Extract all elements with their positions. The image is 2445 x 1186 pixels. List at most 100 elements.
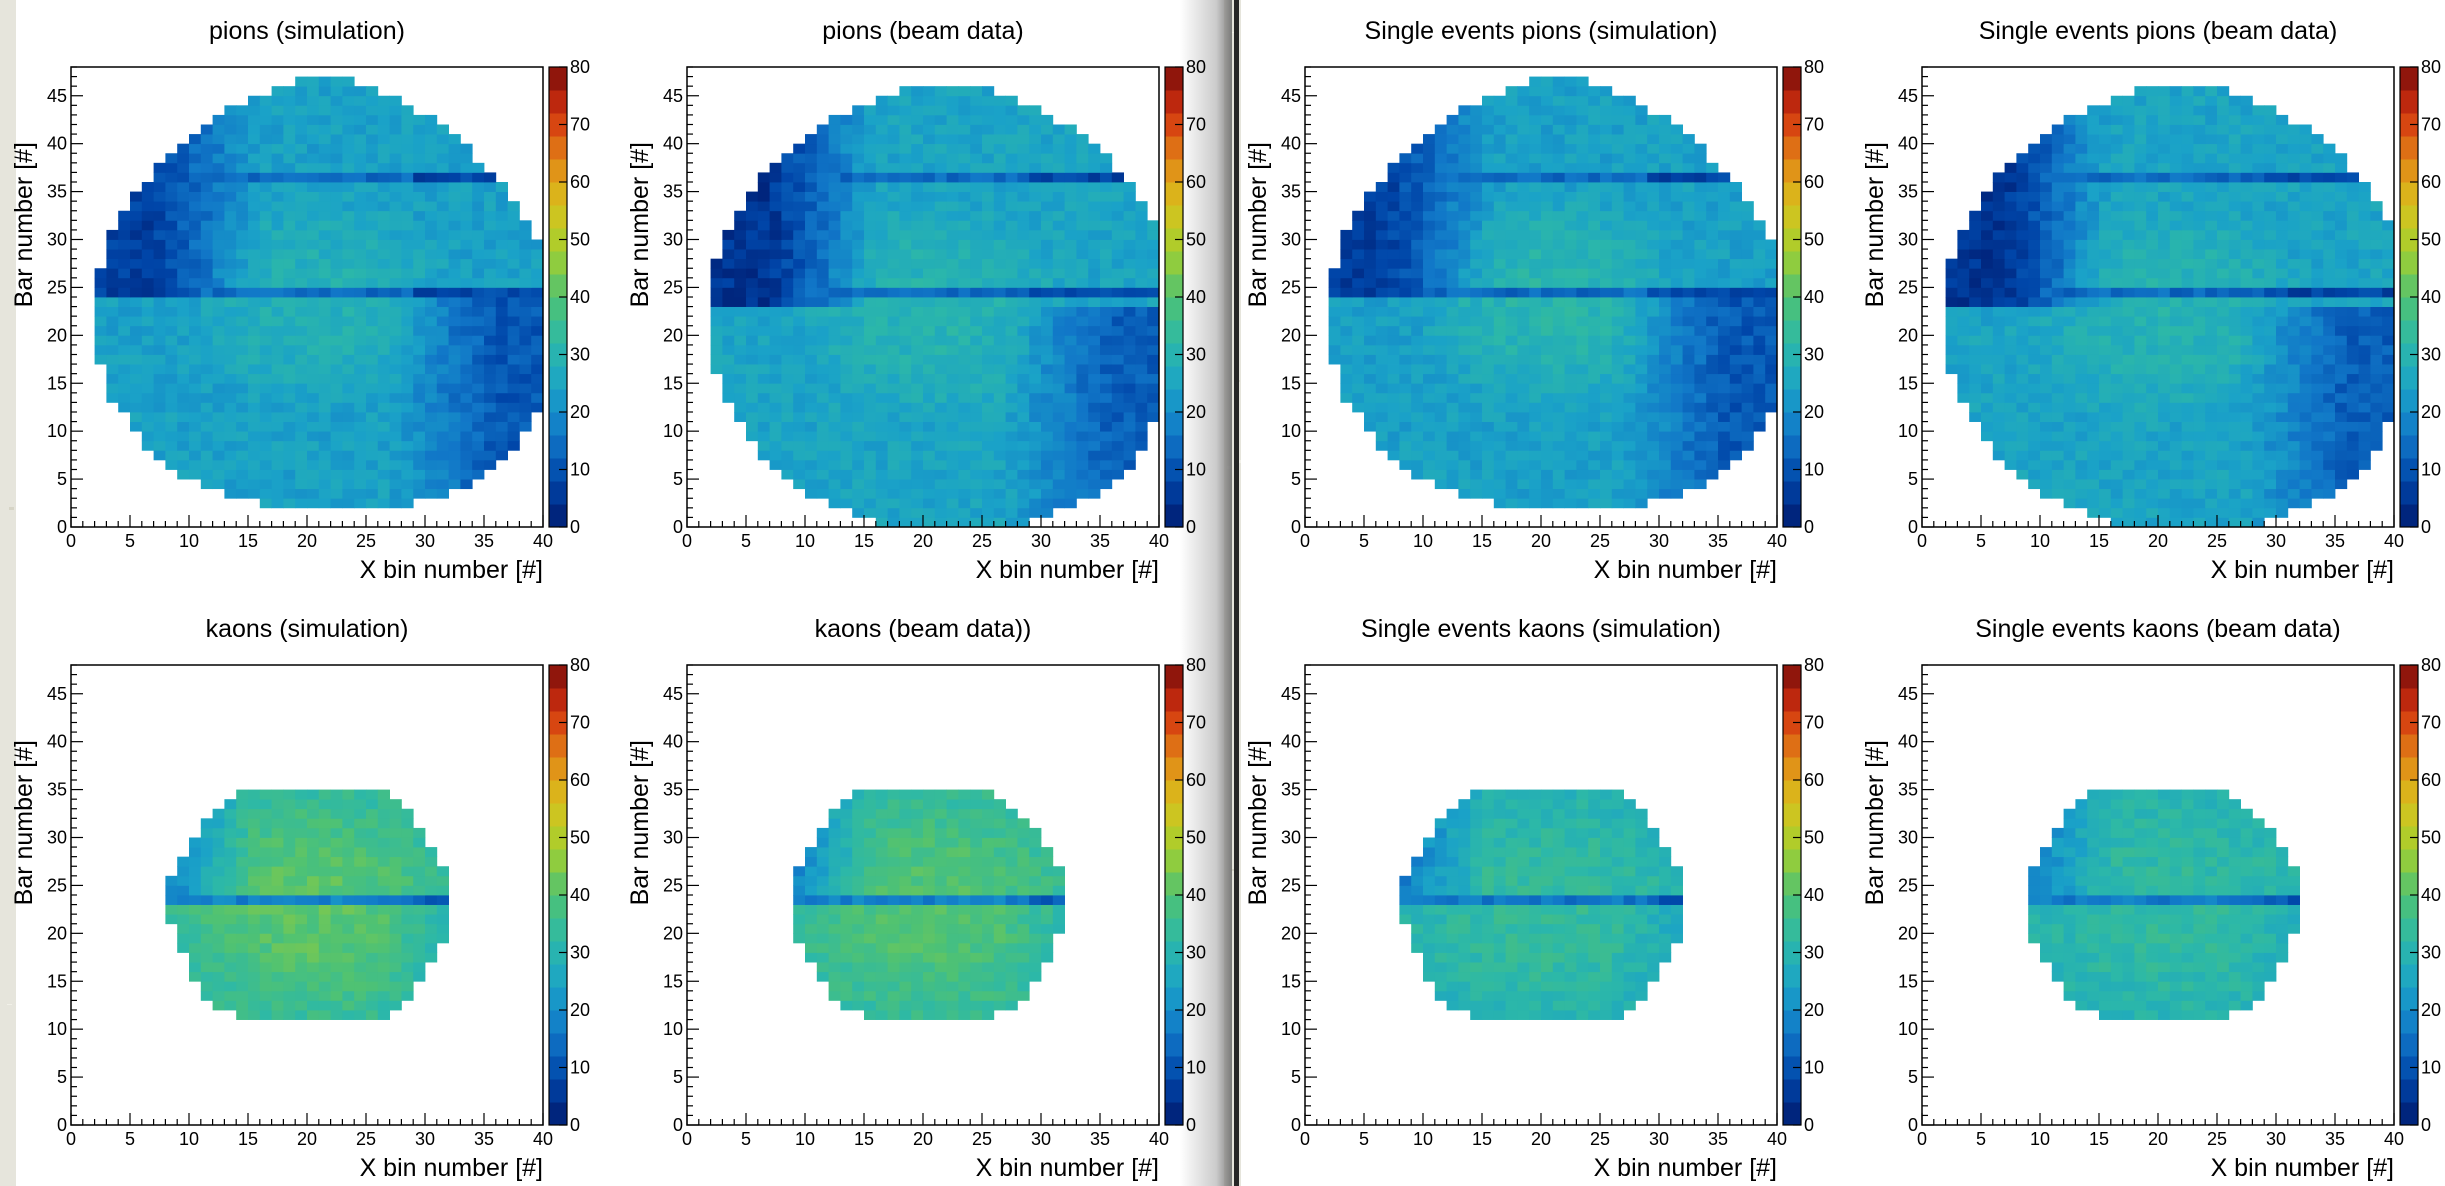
heatmap-cell bbox=[946, 344, 959, 355]
heatmap-cell bbox=[1564, 297, 1577, 307]
heatmap-cell bbox=[887, 210, 900, 221]
heatmap-cell bbox=[425, 479, 438, 490]
heatmap-cell bbox=[946, 421, 959, 432]
heatmap-cell bbox=[1541, 249, 1554, 260]
heatmap-cell bbox=[1111, 469, 1124, 480]
heatmap-cell bbox=[1387, 412, 1400, 422]
heatmap-cell bbox=[1029, 143, 1042, 154]
heatmap-cell bbox=[1123, 383, 1136, 394]
heatmap-cell bbox=[1064, 450, 1077, 461]
heatmap-cell bbox=[781, 306, 794, 317]
heatmap-cell bbox=[295, 488, 308, 499]
heatmap-cell bbox=[875, 124, 888, 135]
heatmap-cell bbox=[318, 488, 331, 499]
heatmap-cell bbox=[1100, 364, 1113, 375]
heatmap-cell bbox=[1505, 412, 1518, 422]
heatmap-cell bbox=[1493, 277, 1506, 288]
heatmap-cell bbox=[1446, 220, 1459, 231]
heatmap-cell bbox=[1694, 277, 1707, 288]
heatmap-cell bbox=[1088, 344, 1101, 355]
heatmap-cell bbox=[828, 258, 841, 269]
heatmap-cell bbox=[1399, 201, 1412, 212]
x-tick-label: 35 bbox=[1090, 531, 1110, 551]
heatmap-cell bbox=[130, 373, 143, 384]
heatmap-cell bbox=[1041, 450, 1054, 461]
heatmap-cell bbox=[899, 373, 912, 384]
heatmap-cell bbox=[1635, 459, 1648, 470]
heatmap-cell bbox=[1552, 412, 1565, 422]
heatmap-cell bbox=[318, 124, 331, 135]
heatmap-cell bbox=[1529, 459, 1542, 470]
heatmap-cell bbox=[377, 383, 390, 394]
heatmap-cell bbox=[970, 421, 983, 432]
heatmap-cell bbox=[212, 268, 225, 279]
heatmap-cell bbox=[318, 86, 331, 97]
heatmap-cell bbox=[413, 220, 426, 231]
heatmap-cell bbox=[436, 172, 449, 183]
heatmap-cell bbox=[1041, 344, 1054, 355]
heatmap-cell bbox=[413, 421, 426, 432]
heatmap-cell bbox=[189, 335, 202, 346]
heatmap-cell bbox=[1718, 412, 1731, 422]
heatmap-cell bbox=[377, 316, 390, 327]
heatmap-cell bbox=[1387, 162, 1400, 173]
heatmap-cell bbox=[342, 431, 355, 442]
heatmap-cell bbox=[1446, 306, 1459, 317]
heatmap-cell bbox=[781, 229, 794, 240]
heatmap-cell bbox=[840, 421, 853, 432]
heatmap-cell bbox=[1600, 287, 1613, 298]
heatmap-cell bbox=[224, 354, 237, 365]
heatmap-cell bbox=[864, 172, 877, 183]
heatmap-cell bbox=[318, 421, 331, 432]
heatmap-cell bbox=[377, 459, 390, 470]
heatmap-cell bbox=[1682, 316, 1695, 327]
heatmap-cell bbox=[769, 364, 782, 375]
heatmap-cell bbox=[1505, 373, 1518, 384]
heatmap-cell bbox=[141, 316, 154, 327]
color-bar-segment bbox=[549, 205, 567, 229]
heatmap-cell bbox=[1552, 440, 1565, 451]
heatmap-cell bbox=[519, 354, 532, 365]
heatmap-cell bbox=[840, 268, 853, 279]
panel-pions-single-sim: Single events pions (simulation)0 5 10 15 20… bbox=[1244, 17, 1824, 584]
heatmap-cell bbox=[141, 440, 154, 451]
heatmap-cell bbox=[1482, 412, 1495, 422]
heatmap-cell bbox=[887, 182, 900, 192]
heatmap-cell bbox=[1458, 220, 1471, 231]
heatmap-cell bbox=[1729, 383, 1742, 394]
heatmap-cell bbox=[828, 354, 841, 365]
heatmap-cell bbox=[958, 201, 971, 212]
heatmap-cell bbox=[118, 325, 131, 336]
heatmap-cell bbox=[722, 258, 735, 269]
heatmap-cell bbox=[970, 201, 983, 212]
heatmap-cell bbox=[1576, 354, 1589, 365]
heatmap-cell bbox=[425, 469, 438, 480]
heatmap-cell bbox=[318, 153, 331, 164]
heatmap-cell bbox=[982, 134, 995, 145]
heatmap-cell bbox=[177, 440, 190, 451]
heatmap-cell bbox=[781, 162, 794, 173]
heatmap-cell bbox=[366, 277, 379, 288]
heatmap-cell bbox=[1446, 172, 1459, 183]
heatmap-cell bbox=[946, 469, 959, 480]
heatmap-cell bbox=[1446, 239, 1459, 250]
heatmap-cell bbox=[283, 229, 296, 240]
heatmap-cell bbox=[259, 316, 272, 327]
heatmap-cell bbox=[1541, 239, 1554, 250]
heatmap-cell bbox=[1458, 354, 1471, 365]
heatmap-cell bbox=[1623, 450, 1636, 461]
heatmap-cell bbox=[946, 182, 959, 192]
heatmap-cell bbox=[757, 412, 770, 422]
heatmap-cell bbox=[1670, 402, 1683, 413]
heatmap-cell bbox=[946, 220, 959, 231]
heatmap-cell bbox=[1493, 220, 1506, 231]
heatmap-cell bbox=[1005, 277, 1018, 288]
heatmap-cell bbox=[1423, 268, 1436, 279]
heatmap-cell bbox=[911, 316, 924, 327]
heatmap-cell bbox=[1423, 364, 1436, 375]
heatmap-cell bbox=[330, 354, 343, 365]
heatmap-cell bbox=[1076, 412, 1089, 422]
heatmap-cell bbox=[887, 479, 900, 490]
heatmap-cell bbox=[377, 344, 390, 355]
heatmap-cell bbox=[911, 479, 924, 490]
